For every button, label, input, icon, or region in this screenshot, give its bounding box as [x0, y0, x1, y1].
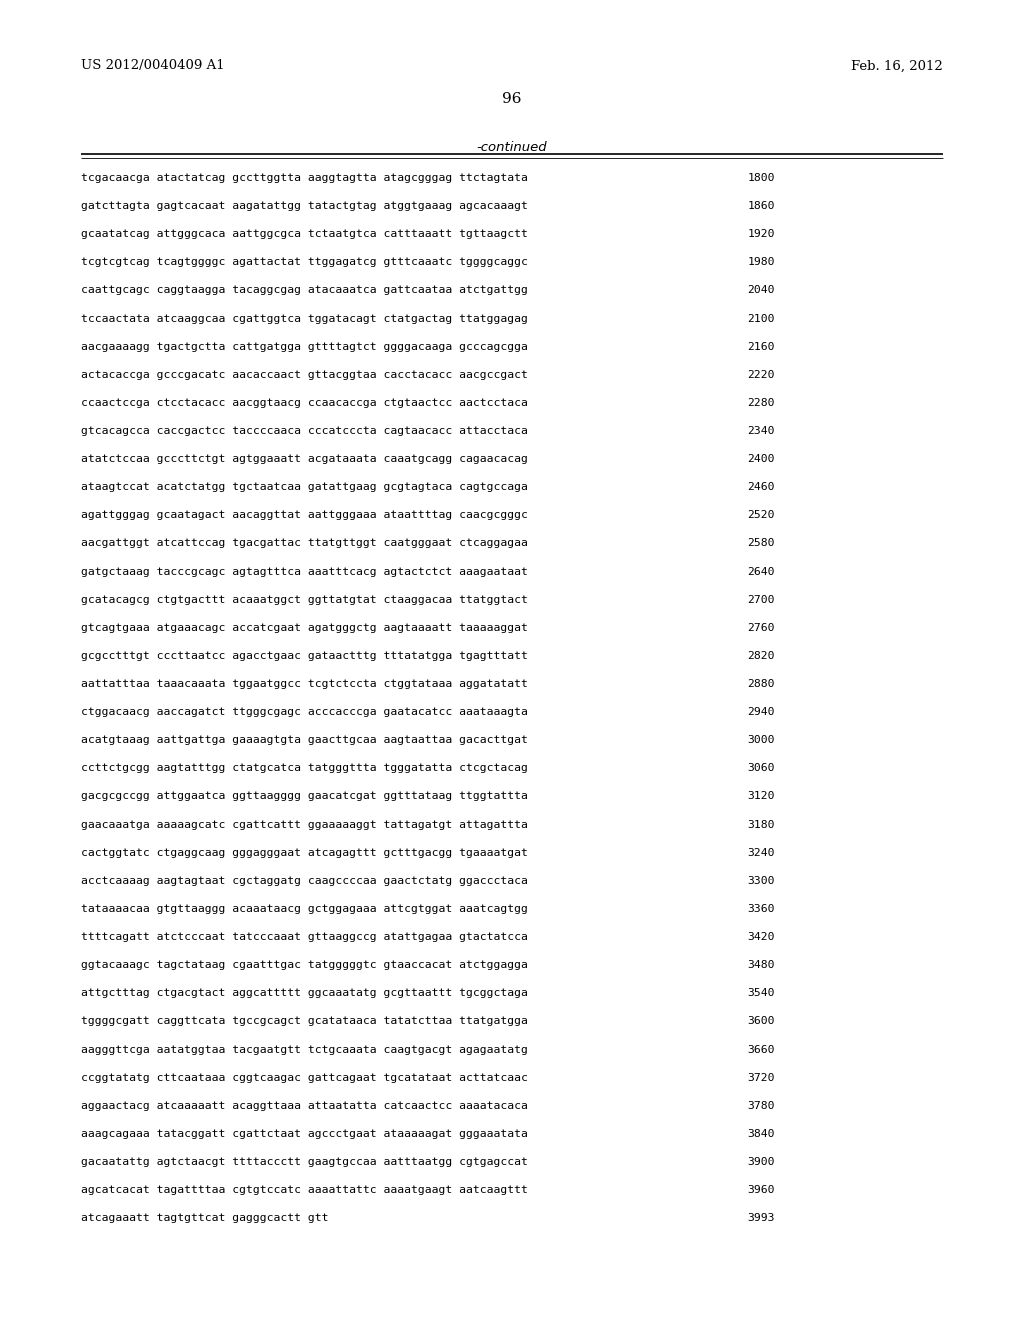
Text: 2520: 2520	[748, 511, 775, 520]
Text: agcatcacat tagattttaa cgtgtccatc aaaattattc aaaatgaagt aatcaagttt: agcatcacat tagattttaa cgtgtccatc aaaatta…	[81, 1185, 527, 1195]
Text: gatcttagta gagtcacaat aagatattgg tatactgtag atggtgaaag agcacaaagt: gatcttagta gagtcacaat aagatattgg tatactg…	[81, 201, 527, 211]
Text: 2760: 2760	[748, 623, 775, 632]
Text: 3300: 3300	[748, 876, 775, 886]
Text: 2940: 2940	[748, 708, 775, 717]
Text: gcgcctttgt cccttaatcc agacctgaac gataactttg tttatatgga tgagtttatt: gcgcctttgt cccttaatcc agacctgaac gataact…	[81, 651, 527, 661]
Text: actacaccga gcccgacatc aacaccaact gttacggtaa cacctacacc aacgccgact: actacaccga gcccgacatc aacaccaact gttacgg…	[81, 370, 527, 380]
Text: tggggcgatt caggttcata tgccgcagct gcatataaca tatatcttaa ttatgatgga: tggggcgatt caggttcata tgccgcagct gcatata…	[81, 1016, 527, 1027]
Text: aattatttaa taaacaaata tggaatggcc tcgtctccta ctggtataaa aggatatatt: aattatttaa taaacaaata tggaatggcc tcgtctc…	[81, 678, 527, 689]
Text: tataaaacaa gtgttaaggg acaaataacg gctggagaaa attcgtggat aaatcagtgg: tataaaacaa gtgttaaggg acaaataacg gctggag…	[81, 904, 527, 913]
Text: 1860: 1860	[748, 201, 775, 211]
Text: acctcaaaag aagtagtaat cgctaggatg caagccccaa gaactctatg ggaccctaca: acctcaaaag aagtagtaat cgctaggatg caagccc…	[81, 876, 527, 886]
Text: 2280: 2280	[748, 397, 775, 408]
Text: ccaactccga ctcctacacc aacggtaacg ccaacaccga ctgtaactcc aactcctaca: ccaactccga ctcctacacc aacggtaacg ccaacac…	[81, 397, 527, 408]
Text: gacgcgccgg attggaatca ggttaagggg gaacatcgat ggtttataag ttggtattta: gacgcgccgg attggaatca ggttaagggg gaacatc…	[81, 792, 527, 801]
Text: 2640: 2640	[748, 566, 775, 577]
Text: US 2012/0040409 A1: US 2012/0040409 A1	[81, 59, 224, 73]
Text: 2400: 2400	[748, 454, 775, 465]
Text: gaacaaatga aaaaagcatc cgattcattt ggaaaaaggt tattagatgt attagattta: gaacaaatga aaaaagcatc cgattcattt ggaaaaa…	[81, 820, 527, 829]
Text: gcatacagcg ctgtgacttt acaaatggct ggttatgtat ctaaggacaa ttatggtact: gcatacagcg ctgtgacttt acaaatggct ggttatg…	[81, 594, 527, 605]
Text: aggaactacg atcaaaaatt acaggttaaa attaatatta catcaactcc aaaatacaca: aggaactacg atcaaaaatt acaggttaaa attaata…	[81, 1101, 527, 1110]
Text: 2100: 2100	[748, 314, 775, 323]
Text: 3060: 3060	[748, 763, 775, 774]
Text: 3993: 3993	[748, 1213, 775, 1224]
Text: tcgacaacga atactatcag gccttggtta aaggtagtta atagcgggag ttctagtata: tcgacaacga atactatcag gccttggtta aaggtag…	[81, 173, 527, 183]
Text: 2580: 2580	[748, 539, 775, 548]
Text: atatctccaa gcccttctgt agtggaaatt acgataaata caaatgcagg cagaacacag: atatctccaa gcccttctgt agtggaaatt acgataa…	[81, 454, 527, 465]
Text: caattgcagc caggtaagga tacaggcgag atacaaatca gattcaataa atctgattgg: caattgcagc caggtaagga tacaggcgag atacaaa…	[81, 285, 527, 296]
Text: 3900: 3900	[748, 1156, 775, 1167]
Text: 2700: 2700	[748, 594, 775, 605]
Text: ccttctgcgg aagtatttgg ctatgcatca tatgggttta tgggatatta ctcgctacag: ccttctgcgg aagtatttgg ctatgcatca tatgggt…	[81, 763, 527, 774]
Text: gcaatatcag attgggcaca aattggcgca tctaatgtca catttaaatt tgttaagctt: gcaatatcag attgggcaca aattggcgca tctaatg…	[81, 230, 527, 239]
Text: 3480: 3480	[748, 960, 775, 970]
Text: ccggtatatg cttcaataaa cggtcaagac gattcagaat tgcatataat acttatcaac: ccggtatatg cttcaataaa cggtcaagac gattcag…	[81, 1073, 527, 1082]
Text: 96: 96	[502, 92, 522, 107]
Text: 3780: 3780	[748, 1101, 775, 1110]
Text: agattgggag gcaatagact aacaggttat aattgggaaa ataattttag caacgcgggc: agattgggag gcaatagact aacaggttat aattggg…	[81, 511, 527, 520]
Text: 1980: 1980	[748, 257, 775, 267]
Text: 3660: 3660	[748, 1044, 775, 1055]
Text: tccaactata atcaaggcaa cgattggtca tggatacagt ctatgactag ttatggagag: tccaactata atcaaggcaa cgattggtca tggatac…	[81, 314, 527, 323]
Text: 3240: 3240	[748, 847, 775, 858]
Text: 3120: 3120	[748, 792, 775, 801]
Text: tcgtcgtcag tcagtggggc agattactat ttggagatcg gtttcaaatc tggggcaggc: tcgtcgtcag tcagtggggc agattactat ttggaga…	[81, 257, 527, 267]
Text: 1920: 1920	[748, 230, 775, 239]
Text: aacgattggt atcattccag tgacgattac ttatgttggt caatgggaat ctcaggagaa: aacgattggt atcattccag tgacgattac ttatgtt…	[81, 539, 527, 548]
Text: 2160: 2160	[748, 342, 775, 351]
Text: attgctttag ctgacgtact aggcattttt ggcaaatatg gcgttaattt tgcggctaga: attgctttag ctgacgtact aggcattttt ggcaaat…	[81, 989, 527, 998]
Text: 3000: 3000	[748, 735, 775, 746]
Text: aacgaaaagg tgactgctta cattgatgga gttttagtct ggggacaaga gcccagcgga: aacgaaaagg tgactgctta cattgatgga gttttag…	[81, 342, 527, 351]
Text: 1800: 1800	[748, 173, 775, 183]
Text: 3600: 3600	[748, 1016, 775, 1027]
Text: aaagcagaaa tatacggatt cgattctaat agccctgaat ataaaaagat gggaaatata: aaagcagaaa tatacggatt cgattctaat agccctg…	[81, 1129, 527, 1139]
Text: 3420: 3420	[748, 932, 775, 942]
Text: 3180: 3180	[748, 820, 775, 829]
Text: 2340: 2340	[748, 426, 775, 436]
Text: ataagtccat acatctatgg tgctaatcaa gatattgaag gcgtagtaca cagtgccaga: ataagtccat acatctatgg tgctaatcaa gatattg…	[81, 482, 527, 492]
Text: gacaatattg agtctaacgt ttttaccctt gaagtgccaa aatttaatgg cgtgagccat: gacaatattg agtctaacgt ttttaccctt gaagtgc…	[81, 1156, 527, 1167]
Text: acatgtaaag aattgattga gaaaagtgta gaacttgcaa aagtaattaa gacacttgat: acatgtaaag aattgattga gaaaagtgta gaacttg…	[81, 735, 527, 746]
Text: ggtacaaagc tagctataag cgaatttgac tatgggggtc gtaaccacat atctggagga: ggtacaaagc tagctataag cgaatttgac tatgggg…	[81, 960, 527, 970]
Text: 2220: 2220	[748, 370, 775, 380]
Text: 3960: 3960	[748, 1185, 775, 1195]
Text: 3720: 3720	[748, 1073, 775, 1082]
Text: 2880: 2880	[748, 678, 775, 689]
Text: 3840: 3840	[748, 1129, 775, 1139]
Text: gatgctaaag tacccgcagc agtagtttca aaatttcacg agtactctct aaagaataat: gatgctaaag tacccgcagc agtagtttca aaatttc…	[81, 566, 527, 577]
Text: 2820: 2820	[748, 651, 775, 661]
Text: ttttcagatt atctcccaat tatcccaaat gttaaggccg atattgagaa gtactatcca: ttttcagatt atctcccaat tatcccaaat gttaagg…	[81, 932, 527, 942]
Text: 3360: 3360	[748, 904, 775, 913]
Text: gtcagtgaaa atgaaacagc accatcgaat agatgggctg aagtaaaatt taaaaaggat: gtcagtgaaa atgaaacagc accatcgaat agatggg…	[81, 623, 527, 632]
Text: 2460: 2460	[748, 482, 775, 492]
Text: 3540: 3540	[748, 989, 775, 998]
Text: Feb. 16, 2012: Feb. 16, 2012	[851, 59, 943, 73]
Text: gtcacagcca caccgactcc taccccaaca cccatcccta cagtaacacc attacctaca: gtcacagcca caccgactcc taccccaaca cccatcc…	[81, 426, 527, 436]
Text: ctggacaacg aaccagatct ttgggcgagc acccacccga gaatacatcc aaataaagta: ctggacaacg aaccagatct ttgggcgagc acccacc…	[81, 708, 527, 717]
Text: cactggtatc ctgaggcaag gggagggaat atcagagttt gctttgacgg tgaaaatgat: cactggtatc ctgaggcaag gggagggaat atcagag…	[81, 847, 527, 858]
Text: 2040: 2040	[748, 285, 775, 296]
Text: aagggttcga aatatggtaa tacgaatgtt tctgcaaata caagtgacgt agagaatatg: aagggttcga aatatggtaa tacgaatgtt tctgcaa…	[81, 1044, 527, 1055]
Text: atcagaaatt tagtgttcat gagggcactt gtt: atcagaaatt tagtgttcat gagggcactt gtt	[81, 1213, 329, 1224]
Text: -continued: -continued	[477, 141, 547, 154]
